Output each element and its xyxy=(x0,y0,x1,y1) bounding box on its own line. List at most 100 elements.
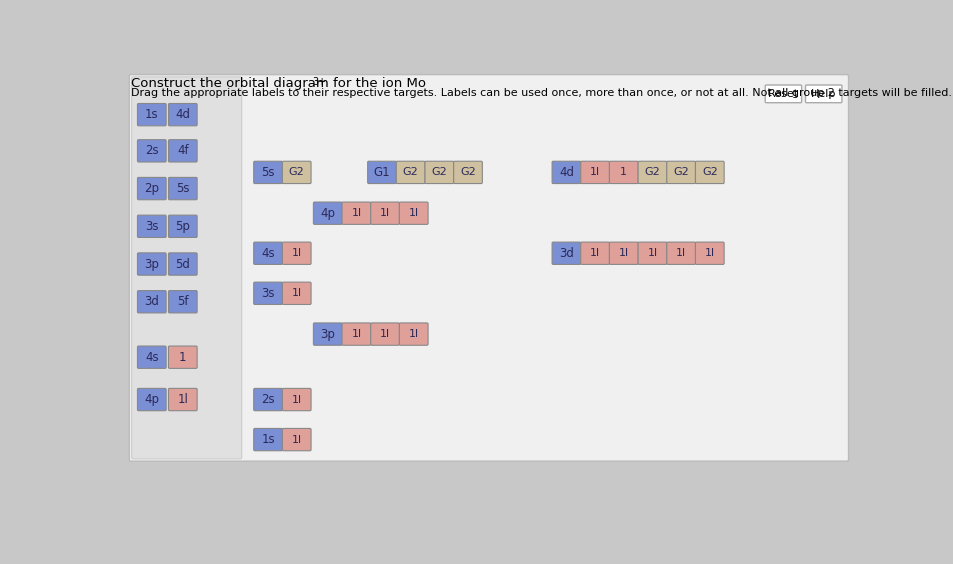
Text: 3p: 3p xyxy=(320,328,335,341)
FancyBboxPatch shape xyxy=(137,215,166,237)
Text: 1l: 1l xyxy=(292,395,301,404)
FancyBboxPatch shape xyxy=(169,346,197,368)
FancyBboxPatch shape xyxy=(253,389,282,411)
Text: 1l: 1l xyxy=(676,248,685,258)
FancyBboxPatch shape xyxy=(666,242,695,265)
FancyBboxPatch shape xyxy=(580,242,609,265)
Text: 5p: 5p xyxy=(175,220,190,233)
FancyBboxPatch shape xyxy=(804,85,841,103)
Text: 4s: 4s xyxy=(145,351,158,364)
Text: G2: G2 xyxy=(402,168,418,178)
FancyBboxPatch shape xyxy=(395,161,424,183)
Text: 3+: 3+ xyxy=(312,77,326,87)
FancyBboxPatch shape xyxy=(609,242,638,265)
Text: 1l: 1l xyxy=(589,168,599,178)
FancyBboxPatch shape xyxy=(638,242,666,265)
FancyBboxPatch shape xyxy=(253,242,282,265)
FancyBboxPatch shape xyxy=(424,161,454,183)
Text: 1s: 1s xyxy=(145,108,158,121)
Text: 1: 1 xyxy=(619,168,627,178)
Text: 1l: 1l xyxy=(292,248,301,258)
FancyBboxPatch shape xyxy=(371,202,399,224)
Text: 4s: 4s xyxy=(261,247,274,260)
FancyBboxPatch shape xyxy=(638,161,666,183)
FancyBboxPatch shape xyxy=(282,389,311,411)
Text: 2s: 2s xyxy=(145,144,158,157)
Text: 3p: 3p xyxy=(144,258,159,271)
FancyBboxPatch shape xyxy=(342,323,371,345)
FancyBboxPatch shape xyxy=(169,103,197,126)
Text: 1l: 1l xyxy=(177,393,188,406)
FancyBboxPatch shape xyxy=(609,161,638,183)
Text: G2: G2 xyxy=(644,168,659,178)
FancyBboxPatch shape xyxy=(399,202,428,224)
Text: 1l: 1l xyxy=(618,248,628,258)
FancyBboxPatch shape xyxy=(169,178,197,200)
FancyBboxPatch shape xyxy=(313,323,342,345)
Text: 1l: 1l xyxy=(351,208,361,218)
FancyBboxPatch shape xyxy=(137,346,166,368)
FancyBboxPatch shape xyxy=(137,178,166,200)
Text: 4d: 4d xyxy=(558,166,574,179)
Text: G2: G2 xyxy=(673,168,688,178)
Text: 4p: 4p xyxy=(320,207,335,220)
Text: 2s: 2s xyxy=(261,393,274,406)
Text: 1l: 1l xyxy=(379,329,390,339)
FancyBboxPatch shape xyxy=(169,140,197,162)
Text: 3d: 3d xyxy=(144,296,159,309)
Text: 5s: 5s xyxy=(176,182,190,195)
FancyBboxPatch shape xyxy=(399,323,428,345)
Text: 1l: 1l xyxy=(589,248,599,258)
FancyBboxPatch shape xyxy=(454,161,482,183)
Text: 1l: 1l xyxy=(292,435,301,444)
FancyBboxPatch shape xyxy=(137,389,166,411)
FancyBboxPatch shape xyxy=(130,74,847,461)
FancyBboxPatch shape xyxy=(169,389,197,411)
FancyBboxPatch shape xyxy=(169,290,197,313)
Text: 1l: 1l xyxy=(351,329,361,339)
FancyBboxPatch shape xyxy=(313,202,342,224)
FancyBboxPatch shape xyxy=(169,253,197,275)
FancyBboxPatch shape xyxy=(137,290,166,313)
Text: G1: G1 xyxy=(374,166,390,179)
Text: 4p: 4p xyxy=(144,393,159,406)
Text: Drag the appropriate labels to their respective targets. Labels can be used once: Drag the appropriate labels to their res… xyxy=(131,89,951,99)
FancyBboxPatch shape xyxy=(282,282,311,305)
Text: G2: G2 xyxy=(289,168,304,178)
FancyBboxPatch shape xyxy=(253,161,282,183)
Text: 3s: 3s xyxy=(261,287,274,300)
Text: G2: G2 xyxy=(459,168,476,178)
Text: Help: Help xyxy=(810,89,836,99)
FancyBboxPatch shape xyxy=(137,103,166,126)
Text: 5d: 5d xyxy=(175,258,190,271)
Text: 1s: 1s xyxy=(261,433,274,446)
Text: G2: G2 xyxy=(701,168,717,178)
Text: 1l: 1l xyxy=(408,208,418,218)
FancyBboxPatch shape xyxy=(552,161,580,183)
Text: 4f: 4f xyxy=(177,144,189,157)
FancyBboxPatch shape xyxy=(132,77,241,459)
FancyBboxPatch shape xyxy=(137,253,166,275)
Text: G2: G2 xyxy=(431,168,447,178)
Text: 3d: 3d xyxy=(558,247,574,260)
Text: 5f: 5f xyxy=(177,296,189,309)
Text: 4d: 4d xyxy=(175,108,190,121)
Text: 2p: 2p xyxy=(144,182,159,195)
FancyBboxPatch shape xyxy=(695,161,723,183)
FancyBboxPatch shape xyxy=(666,161,695,183)
Text: Reset: Reset xyxy=(767,89,799,99)
FancyBboxPatch shape xyxy=(764,85,801,103)
Text: 1l: 1l xyxy=(704,248,714,258)
FancyBboxPatch shape xyxy=(169,215,197,237)
FancyBboxPatch shape xyxy=(282,429,311,451)
Text: 1l: 1l xyxy=(408,329,418,339)
Text: 5s: 5s xyxy=(261,166,274,179)
FancyBboxPatch shape xyxy=(282,242,311,265)
FancyBboxPatch shape xyxy=(253,429,282,451)
Text: Construct the orbital diagram for the ion Mo: Construct the orbital diagram for the io… xyxy=(131,77,425,90)
FancyBboxPatch shape xyxy=(371,323,399,345)
FancyBboxPatch shape xyxy=(253,282,282,305)
Text: 3s: 3s xyxy=(145,220,158,233)
Text: 1l: 1l xyxy=(379,208,390,218)
Text: 1: 1 xyxy=(179,351,187,364)
